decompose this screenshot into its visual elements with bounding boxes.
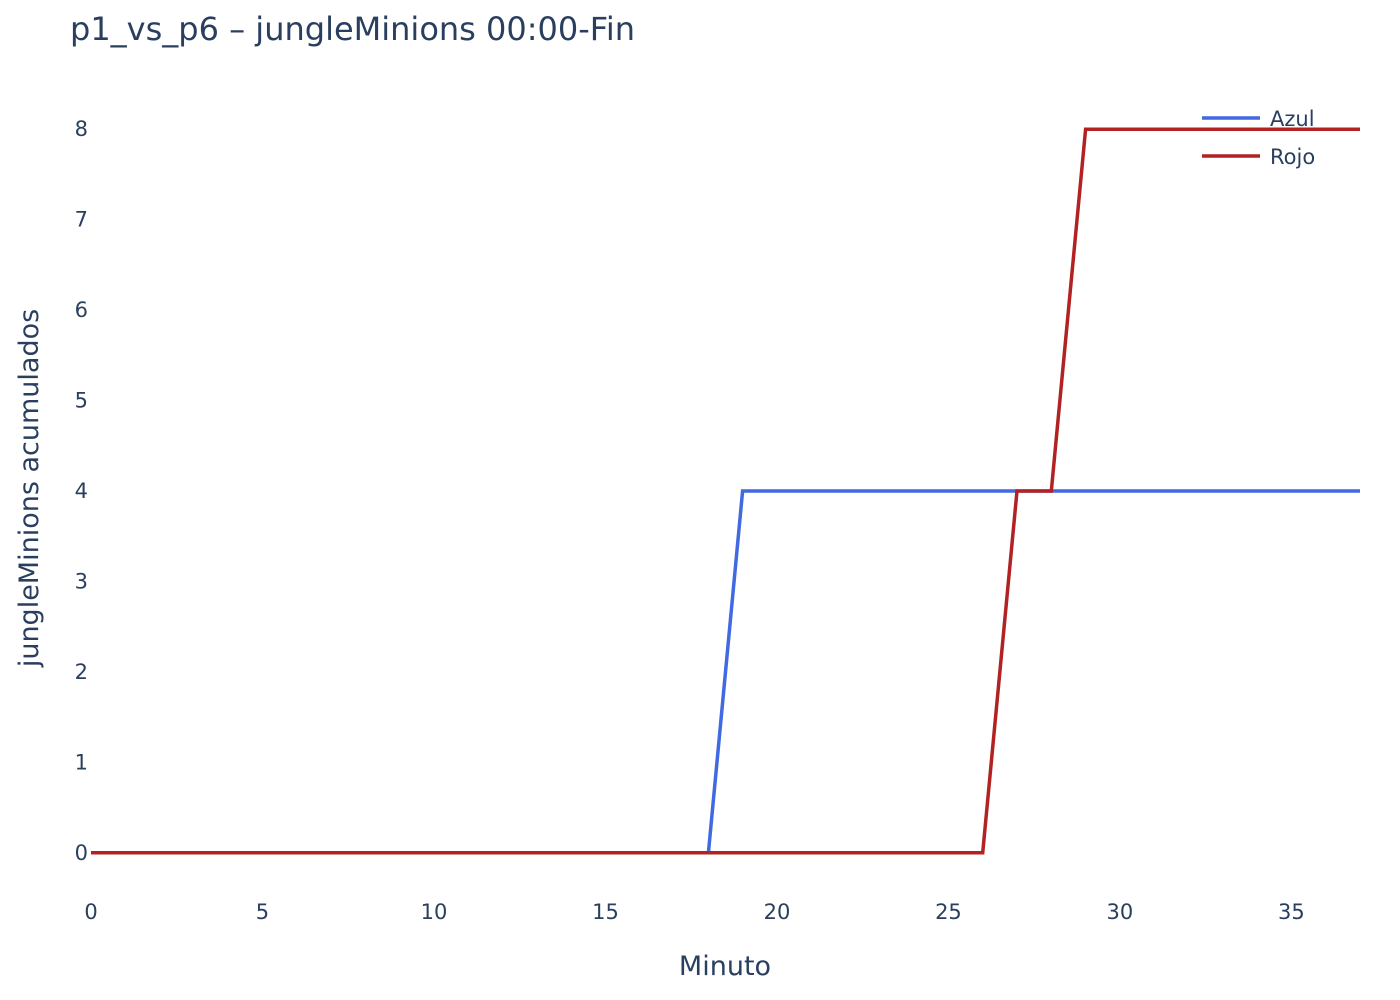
x-tick-label: 15 — [592, 900, 619, 924]
series-line-azul — [91, 489, 1360, 855]
chart-title: p1_vs_p6 – jungleMinions 00:00-Fin — [70, 10, 635, 48]
y-tick-label: 1 — [75, 750, 88, 774]
y-tick-label: 0 — [75, 841, 88, 865]
y-tick-label: 4 — [75, 479, 88, 503]
x-tick-label: 5 — [256, 900, 269, 924]
y-tick-label: 8 — [75, 117, 88, 141]
y-tick-label: 3 — [75, 569, 88, 593]
x-tick-label: 35 — [1278, 900, 1305, 924]
x-tick-label: 25 — [935, 900, 962, 924]
legend-label-azul: Azul — [1270, 107, 1315, 131]
y-axis-title: jungleMinions acumulados — [14, 309, 45, 668]
x-tick-label: 0 — [84, 900, 97, 924]
y-tick-label: 6 — [75, 298, 88, 322]
x-axis: 0 5 10 15 20 25 30 35 — [84, 900, 1304, 924]
series-line-rojo — [91, 127, 1360, 855]
plot-area — [91, 127, 1360, 855]
x-tick-label: 10 — [421, 900, 448, 924]
y-tick-label: 5 — [75, 389, 88, 413]
y-tick-label: 7 — [75, 208, 88, 232]
x-tick-label: 30 — [1107, 900, 1134, 924]
x-axis-title: Minuto — [679, 951, 771, 982]
y-tick-label: 2 — [75, 660, 88, 684]
legend: Azul Rojo — [1202, 107, 1315, 169]
x-tick-label: 20 — [764, 900, 791, 924]
legend-label-rojo: Rojo — [1270, 145, 1315, 169]
y-axis: 0 1 2 3 4 5 6 7 8 — [75, 117, 88, 865]
